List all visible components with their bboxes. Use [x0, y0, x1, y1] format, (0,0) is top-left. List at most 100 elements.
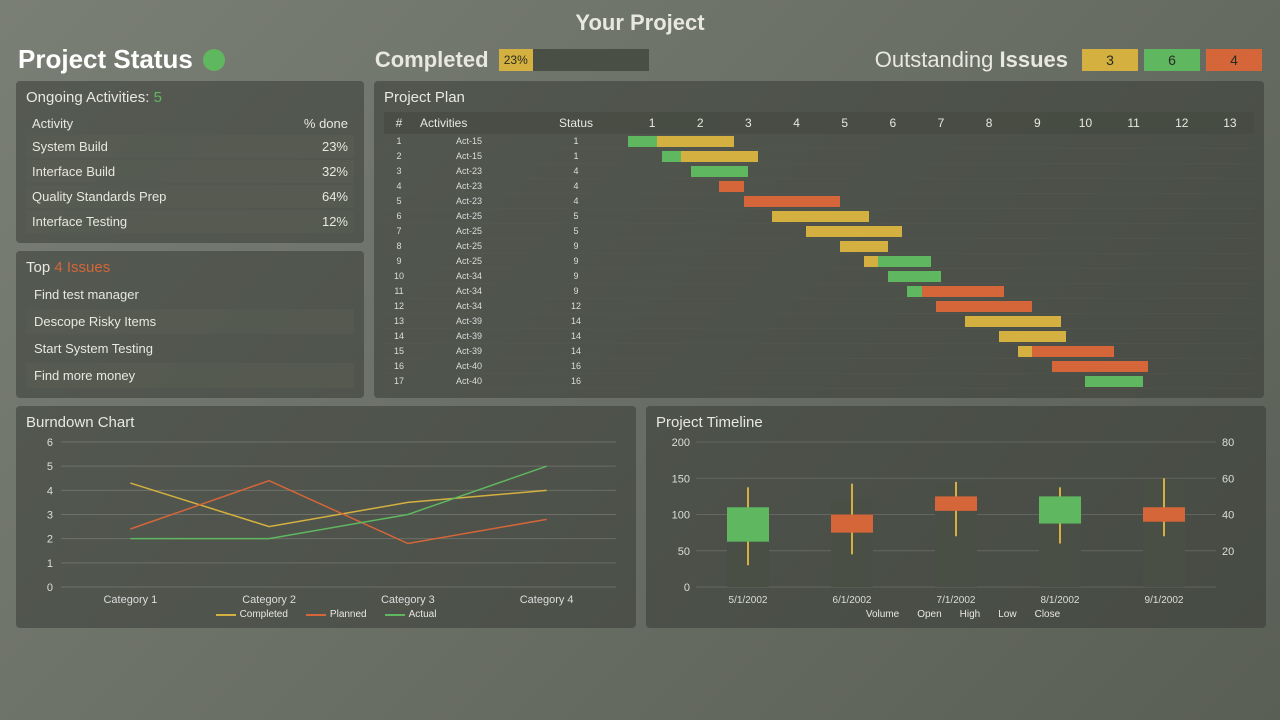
issue-row: Find more money: [26, 363, 354, 388]
legend-item: Actual: [385, 609, 437, 620]
legend-item: Volume: [852, 609, 899, 620]
status-dot-icon: [203, 49, 225, 71]
gantt-row: 14Act-3914: [384, 329, 1254, 344]
ongoing-activities-panel: Ongoing Activities: 5 Activity % done Sy…: [16, 81, 364, 243]
gantt-row: 10Act-349: [384, 269, 1254, 284]
burndown-panel: Burndown Chart 0 1 2 3 4 5 6 Category 1 Category…: [16, 406, 636, 628]
issue-row: Start System Testing: [26, 336, 354, 361]
svg-text:1: 1: [47, 558, 53, 570]
gantt-row: 13Act-3914: [384, 314, 1254, 329]
legend-item: Planned: [306, 609, 367, 620]
svg-text:5/1/2002: 5/1/2002: [729, 595, 768, 606]
svg-text:8/1/2002: 8/1/2002: [1041, 595, 1080, 606]
issue-row: Descope Risky Items: [26, 309, 354, 334]
issue-chip: 3: [1082, 49, 1138, 71]
summary-row: Project Status Completed 23% Outstanding…: [0, 40, 1280, 81]
outstanding-issues-label: Outstanding Issues: [875, 47, 1068, 73]
activity-name: Interface Testing: [32, 214, 322, 229]
ongoing-title: Ongoing Activities: 5: [26, 89, 354, 106]
svg-text:50: 50: [678, 546, 690, 558]
svg-text:6: 6: [47, 437, 53, 449]
svg-text:4: 4: [47, 485, 53, 497]
gantt-row: 16Act-4016: [384, 359, 1254, 374]
legend-item: Open: [917, 609, 941, 620]
completed-progress-fill: 23%: [499, 49, 534, 71]
svg-text:0: 0: [684, 582, 690, 594]
issue-row: Find test manager: [26, 282, 354, 307]
svg-text:60: 60: [1222, 473, 1234, 485]
svg-text:3: 3: [47, 510, 53, 522]
completed-progress: 23%: [499, 49, 649, 71]
activity-name: Interface Build: [32, 164, 322, 179]
svg-text:5: 5: [47, 461, 53, 473]
svg-text:Category 4: Category 4: [520, 594, 574, 606]
gantt-row: 6Act-255: [384, 209, 1254, 224]
activity-name: Quality Standards Prep: [32, 189, 322, 204]
legend-item: Low: [998, 609, 1016, 620]
gantt-row: 2Act-151: [384, 149, 1254, 164]
gantt-row: 7Act-255: [384, 224, 1254, 239]
issue-chip: 6: [1144, 49, 1200, 71]
svg-text:40: 40: [1222, 510, 1234, 522]
project-plan-panel: Project Plan #ActivitiesStatus1234567891…: [374, 81, 1264, 398]
top-issues-highlight: 4 Issues: [54, 259, 110, 276]
svg-text:200: 200: [672, 437, 690, 449]
svg-text:100: 100: [672, 510, 690, 522]
activity-row: Interface Build32%: [26, 160, 354, 183]
ongoing-count: 5: [154, 89, 162, 106]
gantt-row: 17Act-4016: [384, 374, 1254, 389]
completed-label: Completed: [375, 47, 489, 73]
gantt-row: 8Act-259: [384, 239, 1254, 254]
activity-header: Activity % done: [26, 112, 354, 135]
top-issues-panel: Top 4 Issues Find test managerDescope Ri…: [16, 251, 364, 398]
timeline-legend: Volume Open High Low Close: [656, 609, 1256, 620]
gantt-header: #ActivitiesStatus12345678910111213: [384, 112, 1254, 134]
activity-pct: 64%: [322, 189, 348, 204]
legend-item: Completed: [216, 609, 288, 620]
svg-text:6/1/2002: 6/1/2002: [833, 595, 872, 606]
activity-pct: 12%: [322, 214, 348, 229]
activity-name: System Build: [32, 139, 322, 154]
legend-item: Close: [1035, 609, 1061, 620]
svg-text:80: 80: [1222, 437, 1234, 449]
timeline-title: Project Timeline: [656, 414, 1256, 431]
activity-row: Interface Testing12%: [26, 210, 354, 233]
issue-chips: 364: [1082, 49, 1262, 71]
activity-pct: 32%: [322, 164, 348, 179]
left-column: Ongoing Activities: 5 Activity % done Sy…: [16, 81, 364, 398]
gantt-row: 5Act-234: [384, 194, 1254, 209]
svg-text:2: 2: [47, 534, 53, 546]
activity-row: Quality Standards Prep64%: [26, 185, 354, 208]
plan-title: Project Plan: [384, 89, 1254, 106]
gantt-row: 12Act-3412: [384, 299, 1254, 314]
svg-text:7/1/2002: 7/1/2002: [937, 595, 976, 606]
activity-pct: 23%: [322, 139, 348, 154]
gantt-row: 15Act-3914: [384, 344, 1254, 359]
svg-text:20: 20: [1222, 546, 1234, 558]
gantt-row: 3Act-234: [384, 164, 1254, 179]
burndown-title: Burndown Chart: [26, 414, 626, 431]
legend-item: High: [960, 609, 981, 620]
svg-text:9/1/2002: 9/1/2002: [1145, 595, 1184, 606]
issue-chip: 4: [1206, 49, 1262, 71]
svg-text:150: 150: [672, 473, 690, 485]
burndown-legend: Completed Planned Actual: [26, 609, 626, 620]
outstanding-light: Outstanding: [875, 47, 1000, 72]
svg-text:0: 0: [47, 582, 53, 594]
burndown-chart: 0 1 2 3 4 5 6 Category 1 Category 2 Category 3 Cat…: [26, 437, 626, 607]
project-status-label: Project Status: [18, 44, 193, 75]
timeline-panel: Project Timeline 0 50 100 150 200 20 40 60 80 5/1…: [646, 406, 1266, 628]
col-activity: Activity: [32, 116, 304, 131]
top-issues-prefix: Top: [26, 259, 54, 276]
gantt-row: 11Act-349: [384, 284, 1254, 299]
svg-text:Category 3: Category 3: [381, 594, 435, 606]
svg-text:Category 2: Category 2: [242, 594, 296, 606]
svg-text:Category 1: Category 1: [103, 594, 157, 606]
gantt-row: 9Act-259: [384, 254, 1254, 269]
timeline-chart: 0 50 100 150 200 20 40 60 80 5/1/2002 6/1/2002 7/1/…: [656, 437, 1256, 607]
outstanding-bold: Issues: [1000, 47, 1069, 72]
top-issues-title: Top 4 Issues: [26, 259, 354, 276]
gantt-body: 1Act-1512Act-1513Act-2344Act-2345Act-234…: [384, 134, 1254, 389]
gantt-row: 1Act-151: [384, 134, 1254, 149]
activity-row: System Build23%: [26, 135, 354, 158]
